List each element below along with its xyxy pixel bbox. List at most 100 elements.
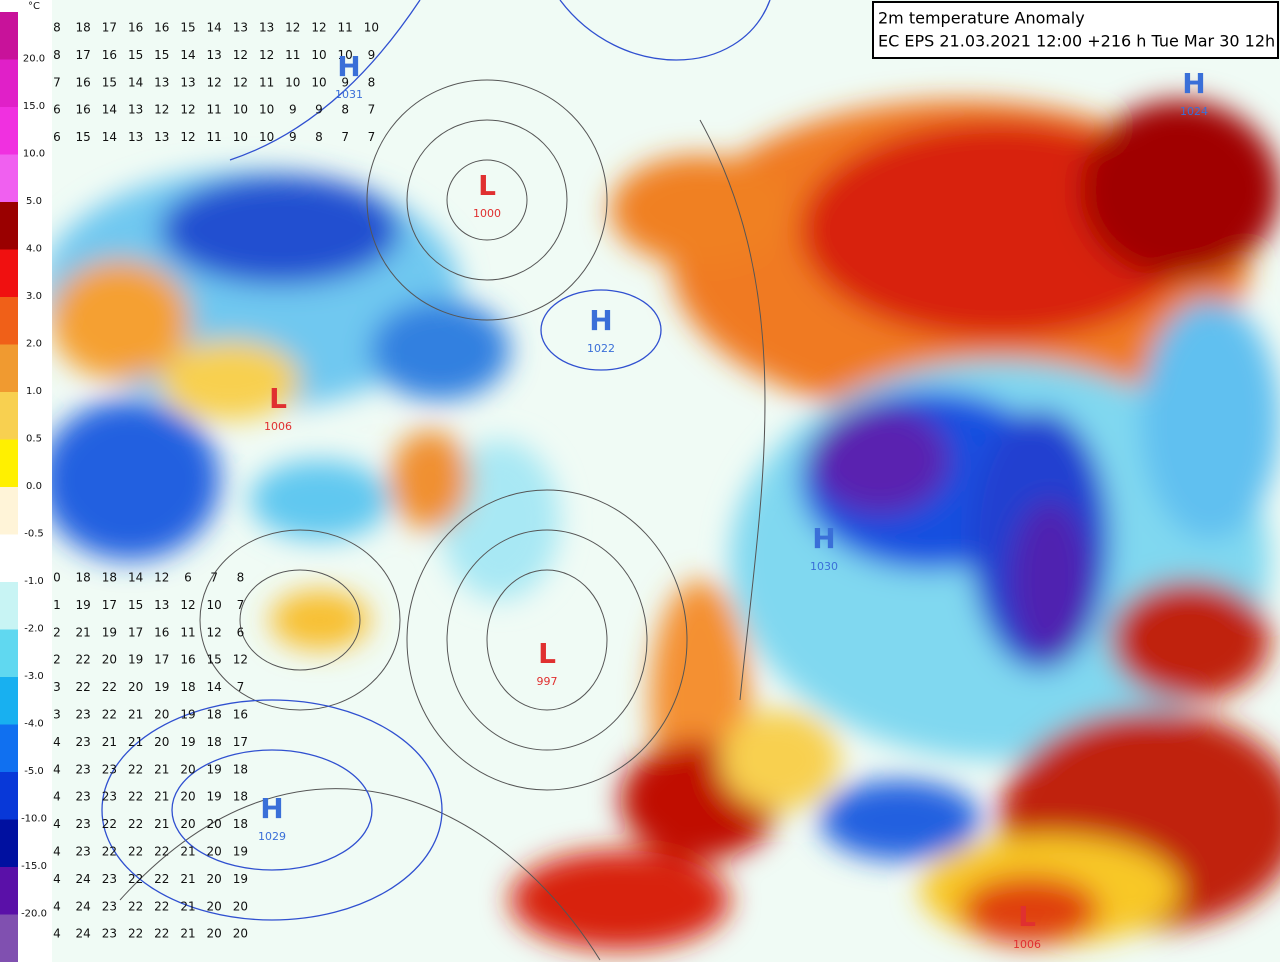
title: 2m temperature Anomaly — [878, 9, 1085, 28]
colorbar-label: -15.0 — [21, 861, 47, 872]
grid-value: 20 — [102, 653, 117, 667]
grid-value: 24 — [76, 872, 91, 886]
colorbar-segment — [0, 772, 18, 820]
grid-value: 17 — [76, 48, 91, 62]
grid-value: 19 — [128, 653, 143, 667]
grid-values: 8 18 17 16 16 15 14 13 13 12 12 11 108 17 16 15 15 14 13 12… — [53, 21, 379, 941]
grid-value: 7 — [368, 130, 376, 144]
grid-value: 20 — [233, 927, 248, 941]
grid-value: 18 — [76, 571, 91, 585]
grid-value: 19 — [207, 762, 222, 776]
pressure-value: 1031 — [335, 88, 363, 101]
grid-value: 17 — [102, 598, 117, 612]
colorbar-label: -1.0 — [24, 576, 44, 587]
grid-value: 3 — [53, 708, 61, 722]
grid-value: 13 — [154, 130, 169, 144]
grid-value: 9 — [368, 48, 376, 62]
grid-value: 13 — [233, 21, 248, 35]
grid-value: 9 — [341, 75, 349, 89]
grid-value: 16 — [76, 103, 91, 117]
colorbar-segment — [0, 392, 18, 440]
grid-value: 16 — [233, 708, 248, 722]
grid-value: 13 — [154, 75, 169, 89]
grid-value: 22 — [154, 845, 169, 859]
colorbar-segment — [0, 154, 18, 203]
grid-value: 22 — [128, 845, 143, 859]
grid-value: 19 — [102, 625, 117, 639]
grid-value: 23 — [76, 735, 91, 749]
grid-value: 7 — [210, 571, 218, 585]
grid-value: 15 — [128, 48, 143, 62]
grid-value: 13 — [207, 48, 222, 62]
grid-value: 18 — [207, 708, 222, 722]
grid-value: 19 — [76, 598, 91, 612]
colorbar-label-bg — [18, 0, 52, 962]
grid-value: 14 — [102, 130, 117, 144]
colorbar-segment — [0, 582, 18, 630]
grid-value: 6 — [237, 625, 245, 639]
grid-value: 18 — [102, 571, 117, 585]
colorbar-label: -5.0 — [24, 766, 44, 777]
colorbar-segment — [0, 677, 18, 725]
grid-value: 14 — [180, 48, 195, 62]
grid-value: 22 — [154, 899, 169, 913]
grid-value: 16 — [154, 625, 169, 639]
grid-value: 23 — [76, 708, 91, 722]
grid-value: 20 — [207, 927, 222, 941]
grid-value: 23 — [102, 927, 117, 941]
colorbar-label: -2.0 — [24, 624, 44, 635]
pressure-letter: L — [478, 169, 496, 202]
grid-value: 12 — [207, 625, 222, 639]
grid-value: 19 — [233, 872, 248, 886]
grid-value: 8 — [53, 21, 61, 35]
pressure-letter: L — [1018, 900, 1036, 933]
grid-value: 16 — [76, 75, 91, 89]
grid-value: 20 — [207, 899, 222, 913]
grid-value: 13 — [180, 75, 195, 89]
grid-value: 14 — [207, 21, 222, 35]
grid-value: 19 — [207, 790, 222, 804]
grid-value: 24 — [76, 927, 91, 941]
grid-value: 7 — [341, 130, 349, 144]
colorbar-segment — [0, 59, 18, 108]
grid-value: 4 — [53, 872, 61, 886]
colorbar-label: 4.0 — [26, 244, 42, 255]
grid-value: 15 — [76, 130, 91, 144]
grid-value: 9 — [289, 130, 297, 144]
grid-value: 22 — [76, 653, 91, 667]
grid-value: 16 — [154, 21, 169, 35]
pressure-value: 1030 — [810, 560, 838, 573]
pressure-letter: H — [337, 50, 360, 83]
subtitle: EC EPS 21.03.2021 12:00 +216 h Tue Mar 3… — [878, 32, 1275, 51]
grid-value: 23 — [76, 817, 91, 831]
grid-value: 10 — [207, 598, 222, 612]
grid-value: 17 — [154, 653, 169, 667]
grid-value: 20 — [233, 899, 248, 913]
grid-value: 21 — [180, 845, 195, 859]
colorbar-segment — [0, 487, 18, 535]
grid-value: 9 — [315, 103, 323, 117]
grid-value: 20 — [180, 790, 195, 804]
colorbar: °C 20.0 15.0 10.0 5.0 4.0 3.0 2.0 1.0 0.5 0.0 -0.5 -… — [0, 0, 52, 962]
grid-value: 17 — [128, 625, 143, 639]
grid-value: 11 — [180, 625, 195, 639]
high-isobars — [101, 0, 771, 921]
grid-value: 13 — [128, 103, 143, 117]
pressure-value: 1000 — [473, 207, 501, 220]
title-box — [872, 1, 1279, 59]
grid-value: 13 — [259, 21, 274, 35]
grid-value: 22 — [128, 790, 143, 804]
grid-value: 15 — [102, 75, 117, 89]
grid-value: 16 — [102, 48, 117, 62]
grid-value: 0 — [53, 571, 61, 585]
grid-value: 10 — [285, 75, 300, 89]
grid-value: 7 — [237, 598, 245, 612]
grid-value: 11 — [338, 21, 353, 35]
colorbar-segment — [0, 107, 18, 155]
grid-value: 11 — [285, 48, 300, 62]
anomaly-field — [40, 100, 1280, 950]
colorbar-segment — [0, 12, 18, 60]
grid-value: 6 — [53, 103, 61, 117]
colorbar-segment — [0, 344, 18, 393]
